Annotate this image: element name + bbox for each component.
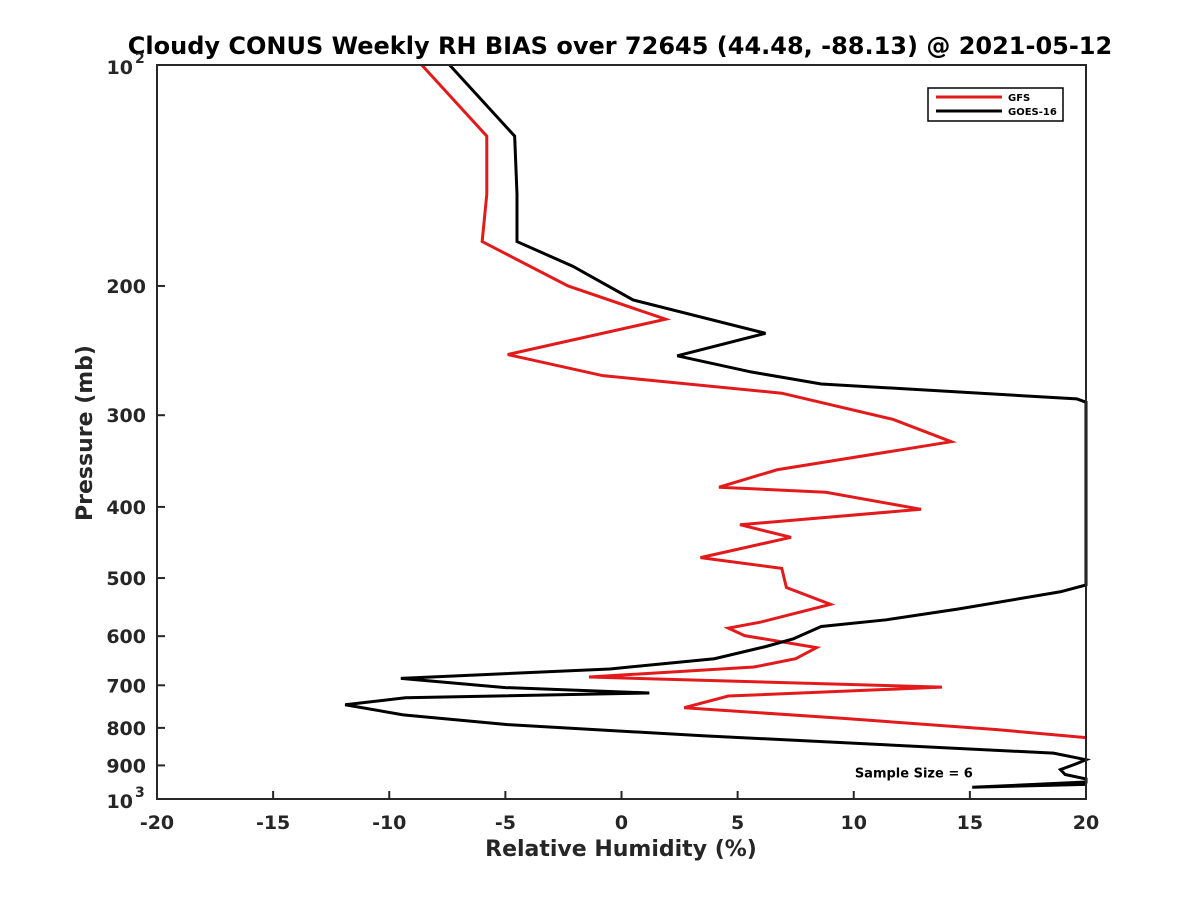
x-tick-label: 5 [731,812,744,834]
legend: GFS GOES-16 [927,87,1064,122]
legend-box [927,87,1064,122]
y-tick-label: 10 [107,791,133,813]
x-tick-label: 0 [615,812,628,834]
y-tick-exponent: 3 [135,785,145,801]
series-line-goes-16 [344,63,1092,789]
y-tick-label: 500 [106,568,146,590]
y-tick-label: 300 [106,405,146,427]
x-tick-label: 20 [1073,812,1099,834]
y-tick-label: 800 [106,718,146,740]
y-tick-label: 200 [106,276,146,298]
legend-label-gfs: GFS [1008,93,1030,104]
x-tick-label: 15 [957,812,983,834]
series-layer [344,63,1092,789]
y-tick-label: 10 [107,57,133,79]
legend-label-goes-16: GOES-16 [1008,107,1057,118]
y-tick-label: 600 [106,626,146,648]
x-tick-label: -10 [372,812,406,834]
x-tick-label: -15 [256,812,290,834]
x-tick-label: -20 [140,812,174,834]
y-tick-label: 400 [106,497,146,519]
sample-size-annotation: Sample Size = 6 [855,766,973,781]
chart-title: Cloudy CONUS Weekly RH BIAS over 72645 (… [128,32,1112,60]
x-tick-label: -5 [495,812,516,834]
x-tick-label: 10 [841,812,867,834]
x-axis-label: Relative Humidity (%) [485,837,757,862]
y-axis-label: Pressure (mb) [73,345,98,521]
y-tick-label: 700 [106,675,146,697]
series-line-gfs [420,63,1087,740]
annotation-layer: Sample Size = 6 [855,766,973,781]
y-tick-label: 900 [106,755,146,777]
y-tick-exponent: 2 [135,51,145,67]
